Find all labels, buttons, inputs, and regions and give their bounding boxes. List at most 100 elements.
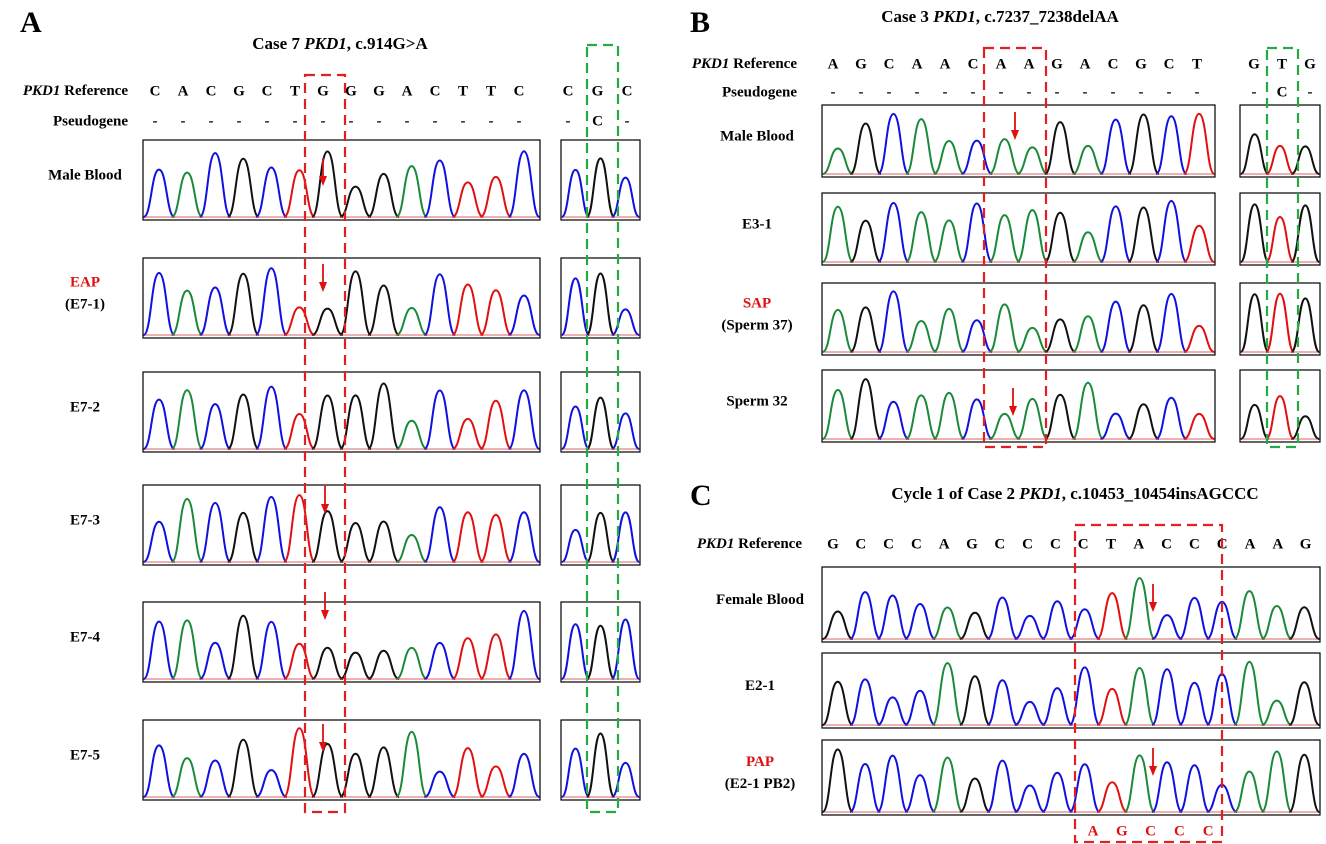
pseudogene-base: - [1027,84,1032,100]
trace-peak [878,756,908,812]
trace-peak [850,221,881,262]
trace-peak [509,754,540,797]
trace-peak [284,495,315,562]
pseudogene-base: - [489,113,494,129]
arrow-head [321,610,329,620]
trace-peak [587,158,615,217]
trace-peak [934,309,965,352]
trace-peak [987,597,1017,639]
trace-peak [228,159,259,217]
trace-peak [1156,201,1187,262]
sample-name: Sperm 32 [726,393,787,409]
trace-peak [1179,765,1209,812]
trace-peak [396,308,427,335]
trace-peak [480,515,511,562]
trace-peak [424,507,455,562]
sample-subname: (E2-1 PB2) [725,776,795,792]
sample-name: E7-5 [70,747,100,763]
trace-peak [144,745,175,797]
reference-base: A [1133,536,1144,552]
trace-peak [960,676,990,725]
reference-text: Reference [734,536,802,552]
reference-base: C [563,83,574,99]
trace-peak [562,170,590,217]
trace-peak [906,119,937,174]
pseudogene-base: - [915,84,920,100]
panel-title: Case 7 PKD1, c.914G>A [252,34,428,53]
trace-box [1240,193,1320,265]
trace-peak [612,413,640,449]
trace-peak [228,616,259,679]
title-suffix: , c.10453_10454insAGCCC [1062,484,1259,503]
trace-peak [823,682,853,725]
trace-peak [587,626,615,679]
reference-base: C [1022,536,1033,552]
panel-label: C [690,479,712,512]
reference-base: A [1245,536,1256,552]
reference-base: C [430,83,441,99]
trace-peak [1017,210,1048,262]
reference-base: G [966,536,978,552]
trace-peak [480,290,511,335]
sample-name: Female Blood [716,592,805,608]
trace-peak [452,512,483,562]
trace-peak [823,207,854,262]
trace-peak [228,513,259,562]
pseudogene-base: - [831,84,836,100]
trace-peak [228,395,259,449]
trace-box [143,720,540,800]
title-gene: PKD1 [1018,484,1062,503]
pseudogene-base: - [433,113,438,129]
trace-peak [368,286,399,335]
pseudogene-base: - [625,113,630,129]
trace-peak [1128,114,1159,174]
reference-label: PKD1 Reference [23,83,128,99]
trace-peak [850,592,880,639]
trace-box [143,602,540,682]
trace-peak [312,151,343,217]
reference-gene: PKD1 [23,83,61,99]
trace-peak [1234,662,1264,725]
trace-peak [396,648,427,679]
trace-peak [200,643,231,679]
trace-peak [989,215,1020,262]
trace-peak [284,728,315,797]
reference-base: G [1135,56,1147,72]
reference-base: C [1164,56,1175,72]
trace-peak [1289,755,1319,812]
trace-peak [1042,688,1072,725]
trace-peak [612,619,640,679]
reference-base: G [1300,536,1312,552]
arrow-head [319,742,327,752]
reference-base: G [1051,56,1063,72]
pseudogene-base: - [377,113,382,129]
reference-base: A [402,83,413,99]
trace-peak [1289,607,1319,639]
trace-peak [905,775,935,812]
reference-base: A [939,536,950,552]
trace-peak [480,177,511,217]
trace-peak [934,141,965,174]
trace-peak [256,622,287,679]
panel-title: Cycle 1 of Case 2 PKD1, c.10453_10454ins… [891,484,1258,503]
trace-peak [587,273,615,335]
reference-base: G [373,83,385,99]
trace-peak [480,766,511,797]
trace-peak [312,744,343,797]
sample-name: PAP [746,754,774,770]
trace-peak [1179,683,1209,725]
pseudogene-base: - [293,113,298,129]
pseudogene-base: - [1139,84,1144,100]
trace-peak [878,596,908,639]
reference-base: T [290,83,300,99]
trace-peak [1241,204,1269,262]
trace-peak [906,321,937,352]
trace-box [561,602,640,682]
trace-box [143,372,540,452]
trace-peak [200,404,231,449]
trace-peak [284,307,315,335]
reference-base: G [317,83,329,99]
reference-base: G [592,83,604,99]
trace-peak [1291,298,1319,352]
reference-base: A [912,56,923,72]
